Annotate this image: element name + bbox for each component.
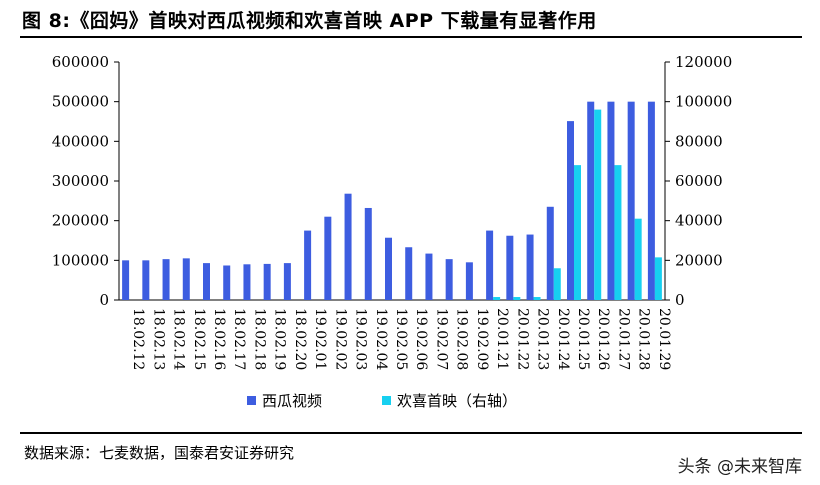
bar-xigua [182,258,190,300]
bar-xigua [263,263,271,300]
category-label: 20.01.27 [615,308,631,370]
bar-huanxi [513,297,521,300]
legend-label-xigua: 西瓜视频 [262,392,322,410]
category-label: 20.01.25 [575,308,591,370]
bar-xigua [425,253,433,300]
bar-xigua [405,247,413,300]
bar-xigua [506,235,514,300]
bottom-rule [20,432,802,434]
bar-xigua [223,265,231,300]
y-left-tick-label: 400000 [52,132,109,150]
bar-xigua [587,101,595,301]
bar-xigua [465,262,473,300]
bar-xigua [344,193,352,300]
legend-swatch-xigua [247,396,256,405]
category-label: 20.01.23 [535,308,551,370]
bar-xigua [627,101,635,301]
bar-xigua [243,264,251,300]
category-label: 18.02.15 [191,308,207,370]
category-label: 19.02.08 [454,308,470,370]
y-left-tick-label: 200000 [52,212,109,230]
category-label: 19.02.01 [312,308,328,370]
figure-title: 图 8:《囧妈》首映对西瓜视频和欢喜首映 APP 下载量有显著作用 [22,10,597,32]
bar-xigua [122,260,130,300]
y-left-tick-label: 0 [99,291,109,309]
bar-xigua [203,263,210,300]
source-note: 数据来源：七麦数据，国泰君安证券研究 [24,444,295,462]
y-right-tick-label: 60000 [675,172,723,190]
category-label: 19.02.02 [332,308,348,370]
legend-label-huanxi: 欢喜首映（右轴） [397,392,517,410]
tick-labels: 0 100000 200000 300000 400000 500000 600000 0 20… [52,53,733,309]
bar-huanxi [634,218,642,300]
category-label: 19.02.07 [433,308,449,370]
category-label: 20.01.26 [595,308,611,370]
category-label: 20.01.24 [555,308,571,370]
bar-xigua [567,121,574,300]
bar-huanxi [553,268,561,300]
y-left-tick-label: 100000 [52,251,109,269]
bar-xigua [526,234,534,300]
category-label: 18.02.13 [150,308,166,370]
bar-xigua [445,259,453,300]
y-right-tick-label: 100000 [675,93,732,111]
category-label: 19.02.05 [393,308,409,370]
category-label: 18.02.19 [272,308,288,370]
bar-xigua [546,206,554,300]
bar-xigua [607,101,615,301]
category-label: 20.01.29 [656,308,672,370]
bar-xigua [162,259,170,300]
category-labels: 18.02.12 18.02.13 18.02.14 18.02.15 18.02.16… [130,308,672,370]
category-label: 20.01.21 [494,308,510,370]
bar-xigua [283,263,291,300]
legend: 西瓜视频 欢喜首映（右轴） [247,392,517,410]
bar-xigua [385,237,392,300]
y-right-tick-label: 80000 [675,132,723,150]
bar-xigua [324,216,332,300]
category-label: 18.02.14 [171,308,187,370]
category-label: 19.02.03 [353,308,369,370]
bar-xigua [142,260,150,300]
bar-huanxi [654,257,662,300]
bar-xigua [486,230,494,300]
legend-swatch-huanxi [382,396,391,405]
category-label: 18.02.18 [251,308,267,370]
bar-huanxi [594,109,602,300]
y-left-tick-label: 300000 [52,172,109,190]
bar-huanxi [493,297,501,300]
y-right-tick-label: 20000 [675,251,723,269]
y-left-tick-label: 500000 [52,93,109,111]
category-label: 18.02.17 [231,308,247,370]
category-label: 18.02.20 [292,308,308,370]
bar-huanxi [614,165,622,300]
y-right-tick-label: 120000 [675,53,732,71]
bar-xigua [304,230,312,300]
top-rule [20,36,802,38]
bar-xigua [364,207,372,300]
category-label: 20.01.22 [514,308,530,370]
category-label: 19.02.04 [373,308,389,370]
category-label: 19.02.09 [474,308,490,370]
y-right-tick-label: 40000 [675,212,723,230]
bar-xigua [647,101,655,301]
category-label: 20.01.28 [636,308,652,370]
category-label: 19.02.06 [413,308,429,370]
bar-huanxi [574,165,581,300]
bar-huanxi [533,297,541,300]
watermark: 头条 @未来智库 [677,457,802,477]
y-left-tick-label: 600000 [52,53,109,71]
bars [122,101,662,301]
y-right-tick-label: 0 [675,291,685,309]
category-label: 18.02.12 [130,308,146,370]
category-label: 18.02.16 [211,308,227,370]
